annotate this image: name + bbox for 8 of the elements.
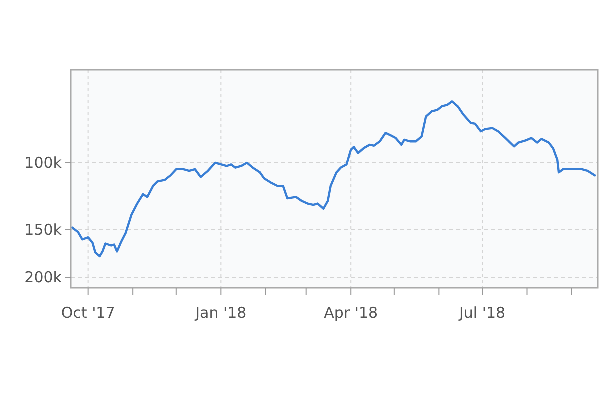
y-tick-label: 200k <box>24 268 62 287</box>
x-tick-label: Jan '18 <box>194 304 247 322</box>
x-tick-label: Apr '18 <box>324 304 378 322</box>
x-tick-label: Jul '18 <box>458 304 506 322</box>
line-series <box>71 100 596 258</box>
x-tick-label: Oct '17 <box>61 304 116 322</box>
y-tick-label: 100k <box>24 154 62 172</box>
y-tick-label: 150k <box>24 221 62 240</box>
